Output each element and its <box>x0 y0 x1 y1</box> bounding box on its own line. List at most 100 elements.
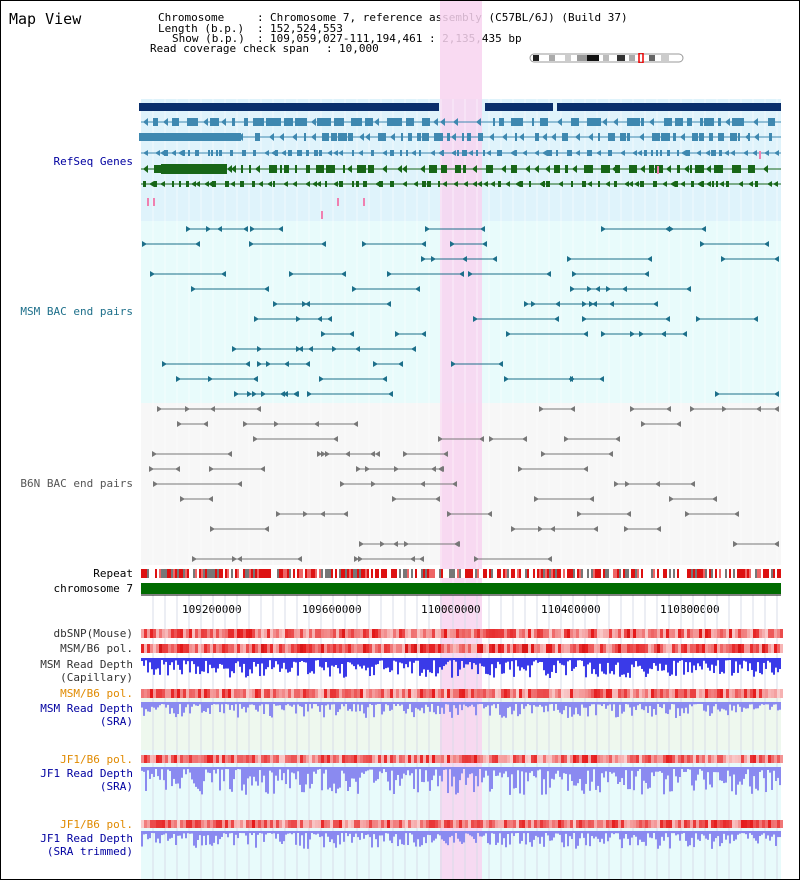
repeat-cell <box>607 569 609 578</box>
repeat-cell <box>701 569 703 578</box>
repeat-cell <box>715 569 717 578</box>
repeat-cell <box>617 569 619 578</box>
repeat-cell <box>507 569 509 578</box>
axis-tick: 110000000 <box>421 603 481 616</box>
track-label-msm-bac[interactable]: MSM BAC end pairs <box>20 305 133 318</box>
repeat-cell <box>677 569 679 578</box>
repeat-cell <box>529 569 531 578</box>
repeat-cell <box>629 569 631 578</box>
repeat-cell <box>327 569 329 578</box>
repeat-cell <box>637 569 639 578</box>
repeat-cell <box>167 569 169 578</box>
track-label-refseq[interactable]: RefSeq Genes <box>53 155 133 168</box>
repeat-cell <box>765 569 767 578</box>
repeat-cell <box>639 569 641 578</box>
selection-highlight[interactable] <box>440 1 482 879</box>
repeat-cell <box>531 569 533 578</box>
repeat-cell <box>525 569 527 578</box>
show-sep: : <box>257 32 271 45</box>
length-sep: : <box>257 22 271 35</box>
chromosome-ideogram-icon[interactable] <box>529 53 685 63</box>
repeat-cell <box>295 569 297 578</box>
repeat-cell <box>509 569 511 578</box>
repeat-cell <box>499 569 501 578</box>
repeat-cell <box>343 569 345 578</box>
repeat-cell <box>419 569 421 578</box>
repeat-cell <box>429 569 431 578</box>
repeat-cell <box>289 569 291 578</box>
repeat-cell <box>689 569 691 578</box>
repeat-cell <box>655 569 657 578</box>
repeat-cell <box>269 569 271 578</box>
repeat-cell <box>433 569 435 578</box>
axis-tick: 110800000 <box>660 603 720 616</box>
repeat-cell <box>185 569 187 578</box>
repeat-cell <box>755 569 757 578</box>
repeat-cell <box>179 569 181 578</box>
track-label-jf1-depth-trim: JF1 Read Depth <box>40 832 133 845</box>
repeat-cell <box>435 569 437 578</box>
repeat-cell <box>337 569 339 578</box>
repeat-cell <box>225 569 227 578</box>
axis-tick: 110400000 <box>541 603 601 616</box>
repeat-cell <box>357 569 359 578</box>
repeat-cell <box>583 569 585 578</box>
repeat-cell <box>373 569 375 578</box>
repeat-cell <box>407 569 409 578</box>
repeat-cell <box>687 569 689 578</box>
repeat-cell <box>733 569 735 578</box>
repeat-cell <box>653 569 655 578</box>
repeat-cell <box>727 569 729 578</box>
repeat-cell <box>721 569 723 578</box>
repeat-cell <box>567 569 569 578</box>
repeat-cell <box>315 569 317 578</box>
repeat-cell <box>275 569 277 578</box>
repeat-cell <box>199 569 201 578</box>
repeat-cell <box>603 569 605 578</box>
repeat-cell <box>573 569 575 578</box>
page-title: Map View <box>9 10 82 28</box>
repeat-cell <box>409 569 411 578</box>
repeat-cell <box>763 569 765 578</box>
repeat-cell <box>285 569 287 578</box>
repeat-cell <box>631 569 633 578</box>
repeat-cell <box>665 569 667 578</box>
repeat-cell <box>565 569 567 578</box>
repeat-cell <box>623 569 625 578</box>
repeat-cell <box>235 569 237 578</box>
repeat-cell <box>237 569 239 578</box>
track-label-b6n-bac[interactable]: B6N BAC end pairs <box>20 477 133 490</box>
repeat-cell <box>561 569 563 578</box>
repeat-cell <box>157 569 159 578</box>
repeat-cell <box>699 569 701 578</box>
repeat-cell <box>767 569 769 578</box>
repeat-cell <box>679 569 681 578</box>
repeat-cell <box>777 569 779 578</box>
repeat-cell <box>423 569 425 578</box>
repeat-cell <box>725 569 727 578</box>
track-label-msm-depth-sra-sub: (SRA) <box>99 715 133 728</box>
repeat-cell <box>141 569 143 578</box>
repeat-cell <box>323 569 325 578</box>
repeat-cell <box>227 569 229 578</box>
repeat-cell <box>221 569 223 578</box>
repeat-cell <box>635 569 637 578</box>
repeat-cell <box>359 569 361 578</box>
repeat-cell <box>233 569 235 578</box>
repeat-cell <box>191 569 193 578</box>
repeat-cell <box>361 569 363 578</box>
repeat-cell <box>249 569 251 578</box>
track-label-jf1-pol2: JF1/B6 pol. <box>60 818 133 831</box>
repeat-cell <box>485 569 487 578</box>
repeat-cell <box>747 569 749 578</box>
repeat-cell <box>769 569 771 578</box>
repeat-cell <box>643 569 645 578</box>
track-label-jf1-depth-sra: JF1 Read Depth <box>40 767 133 780</box>
repeat-cell <box>415 569 417 578</box>
repeat-cell <box>703 569 705 578</box>
repeat-cell <box>255 569 257 578</box>
repeat-cell <box>171 569 173 578</box>
repeat-cell <box>243 569 245 578</box>
repeat-cell <box>401 569 403 578</box>
repeat-cell <box>501 569 503 578</box>
